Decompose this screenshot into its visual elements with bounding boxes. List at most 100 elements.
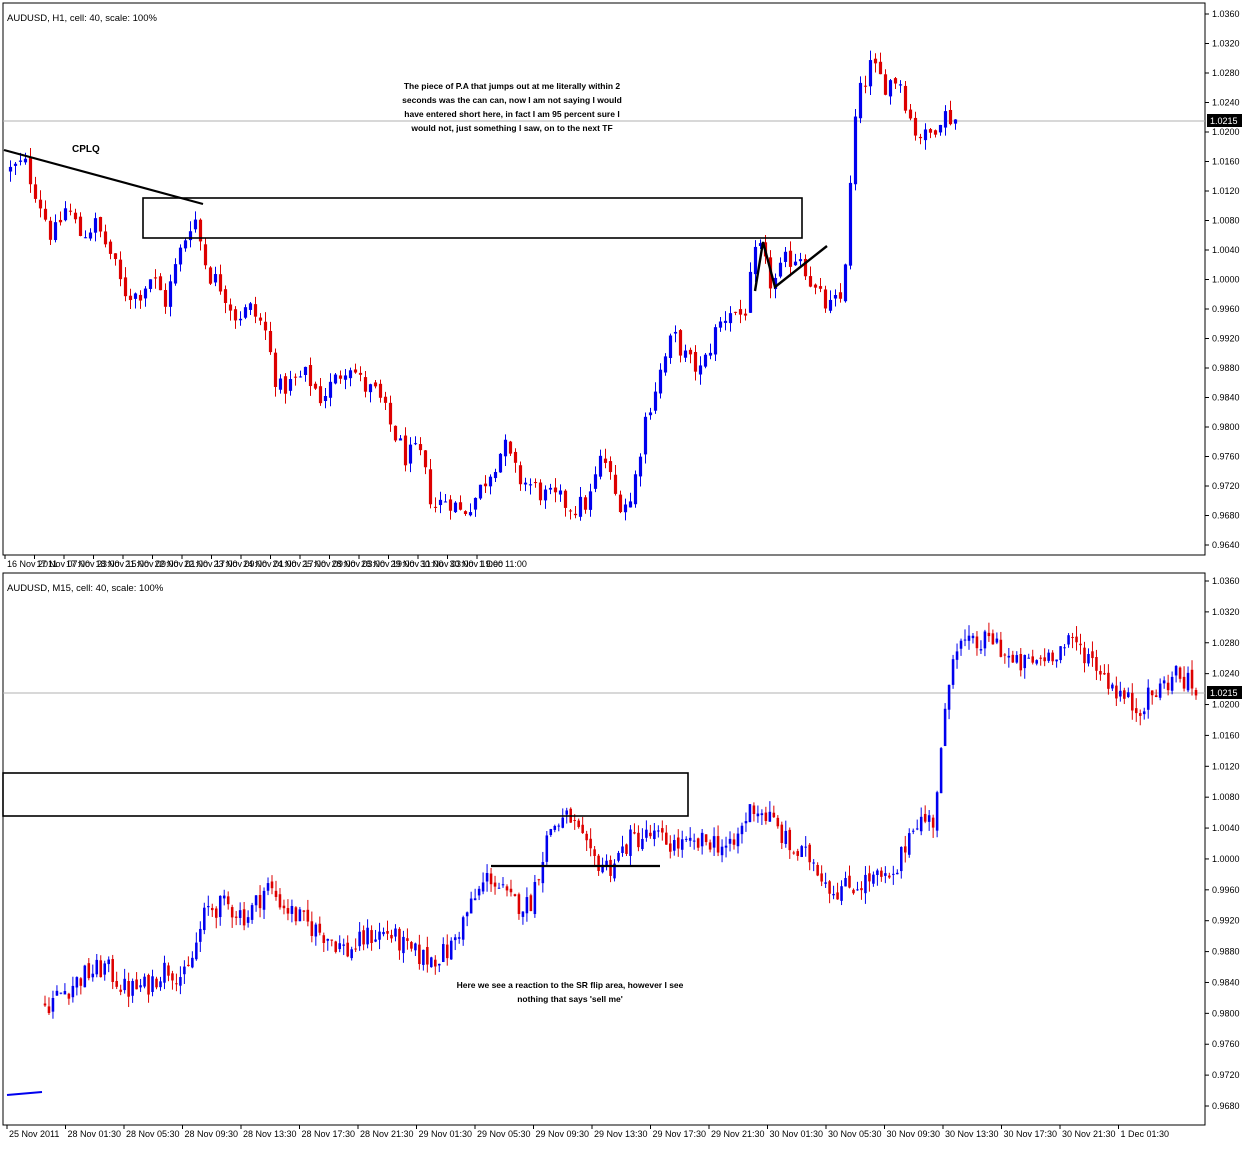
h1-candle [233,306,238,329]
m15-plot-frame [2,572,1206,1126]
m15-candle [1019,648,1023,677]
h1-candle [58,211,63,226]
m15-candle [378,922,381,950]
m15-candle [278,888,282,910]
h1-candle [833,289,838,307]
m15-candle [903,835,907,863]
m15-candle [788,827,792,859]
h1-candle [173,258,178,286]
m15-candle [302,910,306,921]
h1-candle [8,160,13,182]
m15-candle [796,848,800,861]
m15-candle [441,937,445,963]
m15-candle [852,888,855,895]
h1-candle [143,286,148,307]
m15-candle [214,906,218,929]
h1-y-tick-label: 0.9920 [1212,334,1240,344]
h1-candle [303,366,308,382]
h1-candle [748,262,753,313]
h1-candle [323,387,328,409]
m15-candle [465,911,469,927]
m15-candle [226,891,230,910]
m15-candle [167,962,170,982]
m15-y-tick-label: 0.9720 [1212,1070,1240,1080]
m15-candle [203,902,206,935]
h1-cplq-label: CPLQ [72,144,100,155]
h1-candle [628,492,633,508]
m15-chart-panel: AUDUSD, M15, cell: 40, scale: 100% 1.036… [2,572,1242,1139]
m15-candle [987,622,991,642]
m15-candle [728,831,732,852]
m15-candle [107,956,110,973]
m15-candle [346,935,349,958]
h1-chart-panel: AUDUSD, H1, cell: 40, scale: 100% 1.0360… [2,2,1242,569]
h1-candle [263,312,268,341]
m15-candle [581,816,584,834]
m15-candle [119,984,122,996]
m15-candle [613,859,616,882]
m15-candle [135,972,138,990]
m15-candle [708,839,712,853]
h1-candle [868,50,873,95]
h1-candle [553,478,558,503]
m15-candle [326,938,330,951]
m15-candle [907,828,911,858]
h1-candle [538,479,543,506]
m15-candle [1067,633,1070,648]
h1-y-tick-label: 0.9640 [1212,540,1240,550]
m15-candle [605,854,608,871]
h1-candle [428,459,433,509]
m15-candle [1027,653,1031,659]
h1-candle [463,510,468,516]
m15-candle [477,885,481,901]
m15-candle [207,895,210,916]
h1-plot-frame [2,2,1206,556]
m15-x-tick-label: 28 Nov 13:30 [243,1129,297,1139]
h1-candle [318,377,323,406]
h1-x-tick-label: 25 Nov 09:00 [302,559,356,569]
m15-candle [1182,666,1186,692]
m15-candle [911,828,915,835]
h1-commentary: The piece of P.A that jumps out at me li… [402,81,622,133]
m15-candle [75,976,79,996]
m15-candle [163,955,166,990]
m15-candle [577,818,580,829]
m15-candle [414,942,417,956]
m15-candle [661,820,664,841]
m15-chart-title: AUDUSD, M15, cell: 40, scale: 100% [7,583,164,594]
m15-candle [87,958,91,981]
m15-candle [334,940,338,954]
h1-candle [853,108,858,191]
h1-candle [823,285,828,313]
h1-y-tick-label: 1.0360 [1212,9,1240,19]
m15-candle [967,625,971,650]
m15-x-tick-label: 29 Nov 17:30 [653,1129,707,1139]
m15-y-tick-label: 1.0000 [1212,854,1240,864]
h1-candle [118,251,123,287]
h1-candle [123,267,128,302]
h1-candle [333,372,338,385]
m15-candle [1123,687,1126,705]
h1-candle [38,190,43,218]
h1-x-tick-label: 22 Nov 17:00 [184,559,238,569]
h1-candle [208,266,213,285]
m15-candle [55,985,59,996]
m15-candle [350,946,353,961]
m15-candle [1043,648,1046,667]
h1-candle [313,381,318,390]
h1-candle [443,493,448,503]
h1-candle [398,435,403,441]
h1-candle [163,283,168,314]
m15-candle [99,955,103,978]
m15-candle [445,934,449,966]
m15-candle [645,820,648,842]
h1-y-tick-label: 0.9800 [1212,422,1240,432]
h1-candle [843,263,848,303]
m15-y-tick-label: 1.0240 [1212,669,1240,679]
m15-candle [609,855,612,883]
m15-candle [95,953,99,978]
h1-candle [43,200,48,222]
m15-candle [410,940,413,952]
m15-candle [91,964,95,982]
m15-candle [501,877,505,888]
